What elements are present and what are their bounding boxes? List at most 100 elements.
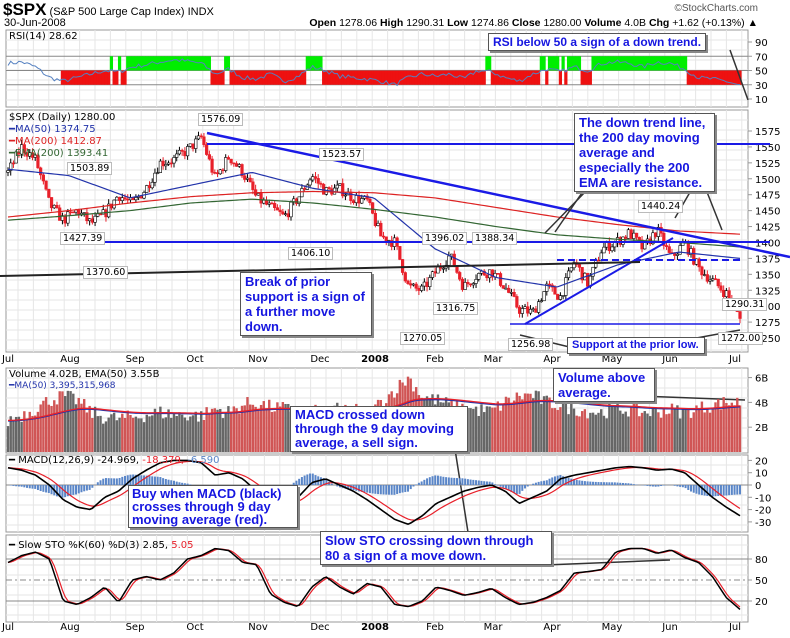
- macd-line: [7, 459, 741, 526]
- macd-histogram-bar: [600, 482, 603, 485]
- volume-bar: [85, 412, 89, 452]
- rsi-band: [188, 56, 192, 71]
- rsi-band: [458, 70, 462, 85]
- price-axis-label: 1500: [755, 175, 780, 186]
- macd-histogram-bar: [526, 485, 529, 487]
- volume-bar: [502, 403, 505, 452]
- volume-bar: [9, 416, 12, 452]
- volume-bar: [488, 406, 491, 452]
- volume-bar: [178, 412, 181, 452]
- volume-bar: [243, 405, 246, 452]
- candle: [262, 199, 266, 204]
- volume-bar: [104, 421, 108, 452]
- rsi-band: [245, 70, 250, 85]
- rsi-band: [68, 70, 73, 85]
- rsi-band: [332, 70, 337, 85]
- rsi-band: [493, 70, 497, 85]
- volume-bar: [670, 403, 674, 452]
- macd-histogram-bar: [739, 485, 741, 495]
- candle: [88, 218, 92, 222]
- candle: [164, 164, 168, 167]
- volume-bar: [714, 402, 717, 452]
- macd-histogram-bar: [75, 485, 78, 495]
- candle: [338, 183, 342, 186]
- candle: [512, 292, 516, 297]
- macd-histogram-bar: [475, 480, 478, 485]
- price-axis-label: 1550: [755, 143, 780, 154]
- rsi-band: [259, 70, 263, 85]
- candle: [498, 273, 503, 286]
- candle: [724, 290, 728, 297]
- volume-bar: [477, 415, 480, 452]
- candle: [213, 172, 217, 174]
- candle: [433, 271, 437, 274]
- candle: [47, 188, 51, 198]
- candle: [526, 306, 530, 314]
- volume-bar: [659, 417, 663, 452]
- rsi-band: [281, 70, 285, 85]
- rsi-band: [90, 70, 94, 85]
- rsi-band: [531, 70, 535, 85]
- rsi-band: [308, 56, 312, 71]
- volume-bar: [529, 393, 532, 452]
- candle: [44, 180, 48, 190]
- volume-bar: [216, 409, 219, 452]
- macd-histogram-bar: [110, 478, 113, 485]
- rsi-band: [264, 70, 269, 85]
- candle: [466, 282, 470, 285]
- candle: [273, 203, 277, 208]
- macd-histogram-bar: [521, 485, 524, 491]
- volume-bar: [548, 397, 551, 452]
- volume-bar: [246, 397, 249, 452]
- macd-histogram-bar: [649, 485, 652, 487]
- month-label-bottom: Nov: [248, 622, 268, 633]
- volume-bar: [53, 400, 56, 452]
- volume-bar: [17, 416, 21, 452]
- macd-histogram-bar: [45, 485, 48, 493]
- rsi-band: [436, 70, 440, 85]
- price-axis-label: 1350: [755, 270, 780, 281]
- price-extreme-label: 1523.57: [319, 148, 365, 161]
- macd-histogram-bar: [532, 483, 535, 485]
- candle: [351, 200, 356, 203]
- index-name: (S&P 500 Large Cap Index): [49, 6, 185, 18]
- price-extreme-label: 1270.05: [400, 332, 446, 345]
- volume-bar: [175, 415, 178, 452]
- macd-histogram-bar: [31, 485, 34, 489]
- rsi-band: [466, 70, 470, 85]
- macd-histogram-bar: [676, 485, 679, 487]
- candle: [180, 150, 184, 152]
- candle: [713, 278, 718, 280]
- rsi-band: [289, 70, 293, 85]
- volume-bar: [722, 397, 725, 452]
- candle: [379, 222, 383, 237]
- candle: [6, 170, 10, 173]
- rsi-band: [444, 70, 448, 85]
- candle: [422, 281, 426, 287]
- volume-bar: [469, 408, 472, 452]
- volume-bar: [493, 407, 497, 452]
- candle: [534, 308, 538, 313]
- rsi-band: [512, 70, 516, 85]
- macd-histogram-bar: [83, 485, 86, 492]
- candle: [251, 181, 255, 190]
- macd-histogram-bar: [28, 485, 31, 489]
- rsi-band: [373, 70, 377, 85]
- rsi-band: [730, 70, 734, 85]
- rsi-band: [371, 70, 375, 85]
- candle: [700, 266, 704, 276]
- volume-bar: [649, 416, 652, 452]
- rsi-band: [735, 70, 739, 85]
- volume-bar: [485, 406, 489, 452]
- volume-bar: [706, 408, 709, 452]
- candle: [281, 211, 285, 215]
- price-extreme-label: 1503.89: [67, 162, 113, 175]
- volume-bar: [164, 417, 168, 452]
- macd-histogram-bar: [477, 480, 480, 485]
- month-label-bottom: Mar: [484, 622, 504, 633]
- rsi-band: [330, 70, 334, 85]
- macd-histogram-bar: [303, 475, 306, 485]
- volume-bar: [668, 413, 671, 452]
- macd-histogram-bar: [502, 485, 505, 488]
- macd-histogram-bar: [695, 485, 698, 494]
